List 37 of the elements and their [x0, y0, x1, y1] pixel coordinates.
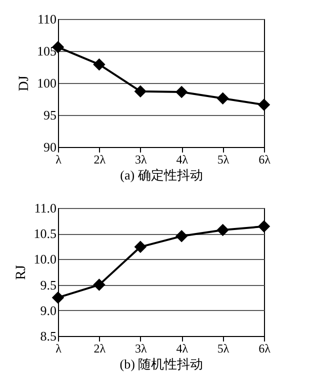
- x-tick-label: 6λ: [258, 342, 271, 356]
- point: [134, 85, 147, 98]
- y-axis-title: RJ: [14, 264, 29, 280]
- point: [93, 278, 106, 291]
- point: [258, 220, 270, 233]
- x-axis-title: (a) 确定性抖动: [120, 168, 203, 182]
- x-tick-label: λ: [56, 152, 62, 166]
- y-axis-title: DJ: [17, 75, 32, 92]
- x-tick-label: 4λ: [176, 342, 188, 356]
- point: [93, 58, 106, 71]
- y-tick-label: 8.5: [40, 328, 56, 344]
- y-tick-label: 11.0: [34, 200, 56, 216]
- point: [175, 86, 188, 98]
- y-tick-label: 9.5: [40, 277, 56, 292]
- y-tick-label: 100: [37, 76, 56, 90]
- y-tick-label: 95: [44, 108, 56, 122]
- x-tick-label: 5λ: [217, 152, 230, 166]
- point: [134, 240, 147, 254]
- y-tick-label: 10.5: [34, 226, 56, 242]
- x-tick-label: λ: [56, 342, 62, 356]
- x-tick-label: 2λ: [94, 342, 106, 356]
- x-tick-label: 3λ: [134, 342, 147, 356]
- x-tick-label: 6λ: [258, 152, 271, 166]
- point: [52, 291, 64, 304]
- y-tick-label: 110: [37, 12, 56, 26]
- y-tick-label: 90: [44, 140, 56, 154]
- x-tick-label: 4λ: [176, 152, 188, 166]
- point: [216, 92, 229, 104]
- x-tick-label: 2λ: [94, 152, 106, 166]
- x-axis-title: (b) 随机性抖动: [120, 356, 204, 372]
- point: [175, 230, 188, 242]
- x-tick-label: 5λ: [217, 342, 230, 356]
- y-tick-label: 10.0: [34, 252, 56, 267]
- y-tick-label: 9.0: [40, 302, 56, 318]
- x-tick-label: 3λ: [134, 152, 147, 166]
- point: [258, 98, 270, 111]
- point: [216, 224, 229, 236]
